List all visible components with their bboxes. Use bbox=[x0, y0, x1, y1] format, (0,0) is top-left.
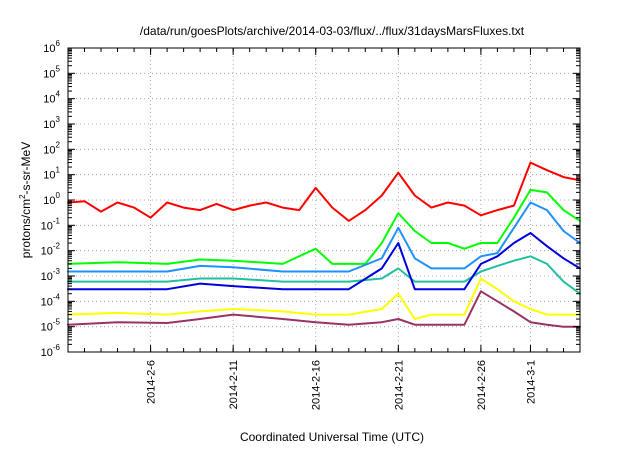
y-tick-label: 106 bbox=[43, 39, 60, 55]
y-tick-exponent: -1 bbox=[53, 216, 61, 225]
y-tick-base: 10 bbox=[43, 195, 55, 207]
y-tick-base: 10 bbox=[41, 246, 53, 258]
chart-title: /data/run/goesPlots/archive/2014-03-03/f… bbox=[140, 24, 525, 38]
y-tick-exponent: 3 bbox=[56, 115, 61, 124]
y-tick-label: 10-1 bbox=[41, 216, 61, 232]
x-axis-label: Coordinated Universal Time (UTC) bbox=[240, 430, 424, 444]
y-tick-label: 10-5 bbox=[41, 318, 61, 334]
y-tick-label: 105 bbox=[43, 64, 60, 80]
y-axis-label-exponent: 2 bbox=[18, 194, 27, 199]
y-tick-exponent: 0 bbox=[56, 191, 61, 200]
y-tick-base: 10 bbox=[43, 170, 55, 182]
y-tick-label: 10-4 bbox=[41, 292, 61, 308]
y-tick-label: 10-3 bbox=[41, 267, 61, 283]
y-tick-base: 10 bbox=[41, 322, 53, 334]
y-tick-exponent: -3 bbox=[53, 267, 61, 276]
grid bbox=[68, 48, 580, 352]
x-axis: 2014-2-6 2014-2-11 2014-2-16 2014-2-21 2014-… bbox=[84, 48, 564, 410]
y-tick-exponent: 4 bbox=[56, 90, 61, 99]
y-tick-base: 10 bbox=[43, 144, 55, 156]
y-tick-exponent: 2 bbox=[56, 140, 61, 149]
x-tick-label: 2014-2-21 bbox=[393, 360, 405, 410]
y-tick-label: 103 bbox=[43, 115, 60, 131]
series-line-7 bbox=[67, 290, 581, 328]
y-axis-label-unit: -s-sr-MeV bbox=[19, 142, 33, 195]
y-axis: 10-610-510-410-310-210-11001011021031041… bbox=[41, 39, 580, 359]
series-line-2 bbox=[67, 188, 581, 265]
y-tick-base: 10 bbox=[41, 296, 53, 308]
y-tick-exponent: -5 bbox=[53, 318, 61, 327]
series-line-6 bbox=[67, 277, 581, 320]
series-layer bbox=[67, 161, 581, 328]
x-tick-label: 2014-2-16 bbox=[311, 360, 323, 410]
y-axis-label: protons/cm2-s-sr-MeV bbox=[18, 142, 33, 258]
y-tick-label: 102 bbox=[43, 140, 60, 156]
y-tick-base: 10 bbox=[41, 347, 53, 359]
x-tick-label: 2014-2-26 bbox=[476, 360, 488, 410]
y-tick-exponent: 6 bbox=[56, 39, 61, 48]
x-tick-label: 2014-2-11 bbox=[228, 360, 240, 409]
y-tick-exponent: -2 bbox=[53, 242, 61, 251]
y-axis-label-main: protons/cm bbox=[19, 199, 33, 258]
y-tick-exponent: -4 bbox=[53, 292, 61, 301]
y-tick-exponent: 1 bbox=[56, 166, 61, 175]
y-tick-base: 10 bbox=[43, 94, 55, 106]
x-tick-label: 2014-2-6 bbox=[146, 360, 158, 404]
y-tick-exponent: 5 bbox=[56, 64, 61, 73]
y-tick-base: 10 bbox=[41, 271, 53, 283]
y-tick-label: 10-6 bbox=[41, 343, 61, 359]
series-line-4 bbox=[67, 255, 581, 295]
y-tick-label: 101 bbox=[43, 166, 60, 182]
y-tick-exponent: -6 bbox=[53, 343, 61, 352]
y-tick-base: 10 bbox=[41, 220, 53, 232]
y-tick-base: 10 bbox=[43, 68, 55, 80]
y-tick-label: 100 bbox=[43, 191, 60, 207]
y-tick-base: 10 bbox=[43, 43, 55, 55]
series-line-5 bbox=[67, 232, 581, 291]
x-tick-label: 2014-3-1 bbox=[525, 360, 537, 404]
y-tick-base: 10 bbox=[43, 119, 55, 131]
series-line-1 bbox=[67, 161, 581, 222]
y-tick-label: 10-2 bbox=[41, 242, 61, 258]
y-tick-label: 104 bbox=[43, 90, 60, 106]
series-line-3 bbox=[67, 201, 581, 273]
